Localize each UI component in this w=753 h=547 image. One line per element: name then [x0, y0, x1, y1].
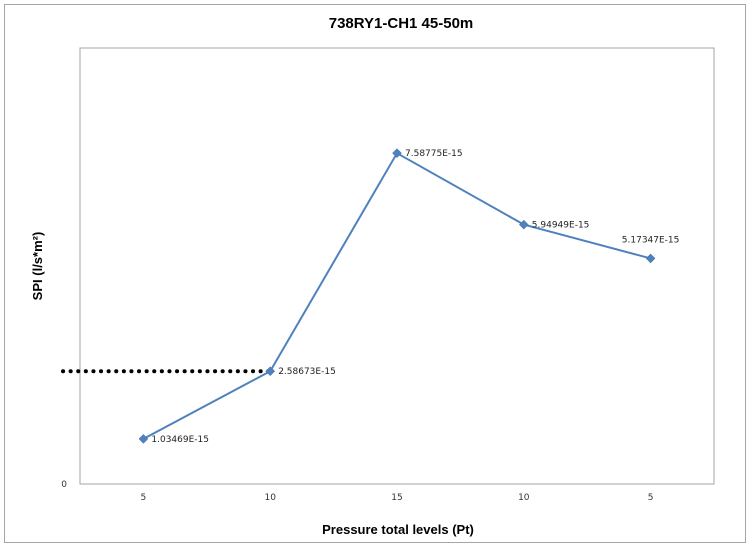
x-tick-label: 5: [648, 493, 654, 503]
data-point-marker: [392, 148, 402, 159]
data-point-marker: [138, 434, 149, 444]
x-axis-title: Pressure total levels (Pt): [322, 522, 474, 537]
x-axis-ticks: 5 10 15 10 5: [141, 493, 654, 503]
data-label: 5.17347E-15: [622, 235, 680, 245]
data-point-marker: [265, 366, 276, 377]
y-axis-title: SPI (l/s*m²): [30, 232, 45, 301]
y-axis-ticks: 0: [61, 480, 67, 490]
x-tick-label: 10: [518, 493, 530, 503]
x-tick-label: 5: [141, 493, 147, 503]
data-labels-group: 1.03469E-15 2.58673E-15 7.58775E-15 5.94949…: [151, 149, 679, 445]
chart-frame: [4, 4, 746, 543]
y-tick-label: 0: [61, 480, 67, 490]
data-label: 1.03469E-15: [151, 435, 209, 445]
series-line: [142, 151, 651, 440]
chart-title: 738RY1-CH1 45-50m: [329, 15, 474, 32]
data-point-marker: [518, 219, 529, 230]
plot-area: [79, 47, 715, 485]
series-group: [138, 148, 656, 444]
data-point-marker: [645, 253, 656, 264]
data-label: 7.58775E-15: [405, 149, 463, 159]
x-tick-label: 15: [391, 493, 402, 503]
data-label: 2.58673E-15: [278, 367, 336, 377]
x-tick-label: 10: [264, 493, 276, 503]
data-label: 5.94949E-15: [532, 221, 590, 231]
